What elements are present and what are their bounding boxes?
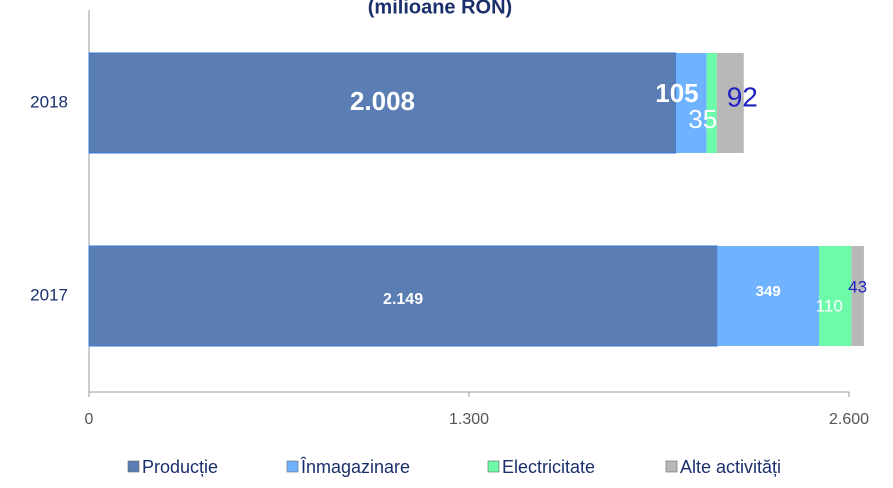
legend-label: Alte activități [680, 457, 781, 477]
data-label: 110 [816, 296, 843, 315]
bar-segment [716, 53, 744, 153]
y-tick-label: 2017 [30, 285, 68, 304]
bar-segment [88, 245, 718, 347]
data-label: 2.149 [383, 291, 423, 308]
legend-swatch [665, 460, 678, 473]
data-label: 349 [756, 283, 781, 300]
data-label: 43 [848, 277, 867, 296]
legend-swatch [487, 460, 500, 473]
legend-swatch [286, 460, 299, 473]
legend-label: Producție [142, 457, 218, 477]
bar-segment [851, 246, 864, 346]
legend-swatch [127, 460, 140, 473]
bar-segment [706, 53, 717, 153]
data-label: 92 [727, 81, 758, 112]
data-label: 105 [655, 78, 698, 108]
y-tick-label: 2018 [30, 92, 68, 111]
legend-label: Înmagazinare [300, 457, 410, 477]
x-tick-label: 1.300 [449, 411, 489, 428]
bar-segment [675, 53, 707, 153]
data-label: 2.008 [350, 86, 415, 116]
bar-segment [88, 52, 677, 154]
x-tick-label: 2.600 [829, 411, 869, 428]
x-tick-label: 0 [85, 411, 94, 428]
bar-segment [819, 246, 852, 346]
chart-title: (milioane RON) [368, 0, 512, 18]
legend-label: Electricitate [502, 457, 595, 477]
data-label: 35 [688, 104, 717, 134]
bar-segment [717, 246, 820, 346]
